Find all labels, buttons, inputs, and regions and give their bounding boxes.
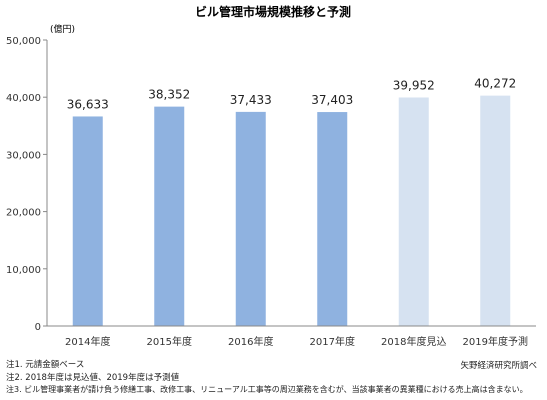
y-tick-label: 20,000	[6, 208, 41, 219]
footnotes: 注1. 元請金額ベース 注2. 2018年度は見込値、2019年度は予測値 注3…	[6, 359, 541, 397]
bar	[154, 106, 185, 326]
footnote-2: 注2. 2018年度は見込値、2019年度は予測値	[6, 372, 180, 383]
x-category-label: 2019年度予測	[463, 335, 528, 348]
bar	[317, 112, 348, 326]
bar	[72, 116, 103, 326]
y-axis-unit: (億円)	[50, 23, 75, 35]
y-tick-label: 30,000	[6, 150, 41, 161]
x-category-label: 2015年度	[147, 335, 192, 348]
chart-title: ビル管理市場規模推移と予測	[195, 4, 351, 19]
footnote-1: 注1. 元請金額ベース	[6, 360, 85, 370]
bar-value-label: 39,952	[393, 78, 435, 92]
bar-value-label: 40,272	[474, 77, 516, 91]
bar-chart: ビル管理市場規模推移と予測 (億円) 0 10,000 20,000 30,000 40…	[6, 4, 536, 348]
x-category-label: 2018年度見込	[381, 335, 446, 348]
y-tick-label: 0	[35, 322, 41, 333]
bar-value-label: 37,433	[230, 93, 272, 107]
bar	[235, 111, 266, 326]
bar-value-label: 37,403	[311, 93, 353, 107]
y-tick-label: 50,000	[6, 36, 41, 47]
source-credit: 矢野経済研究所調べ	[460, 361, 537, 371]
y-tick-label: 40,000	[6, 93, 41, 104]
bar-value-label: 38,352	[148, 88, 190, 102]
x-category-label: 2016年度	[228, 335, 273, 348]
x-category-label: 2017年度	[310, 335, 355, 348]
bar-value-label: 36,633	[67, 97, 109, 111]
footnote-3: 注3. ビル管理事業者が請け負う修繕工事、改修工事、リニューアル工事等の周辺業務…	[6, 385, 528, 394]
x-category-label: 2014年度	[65, 335, 110, 348]
bar	[480, 95, 511, 326]
y-tick-label: 10,000	[6, 265, 41, 276]
bar	[398, 97, 429, 326]
